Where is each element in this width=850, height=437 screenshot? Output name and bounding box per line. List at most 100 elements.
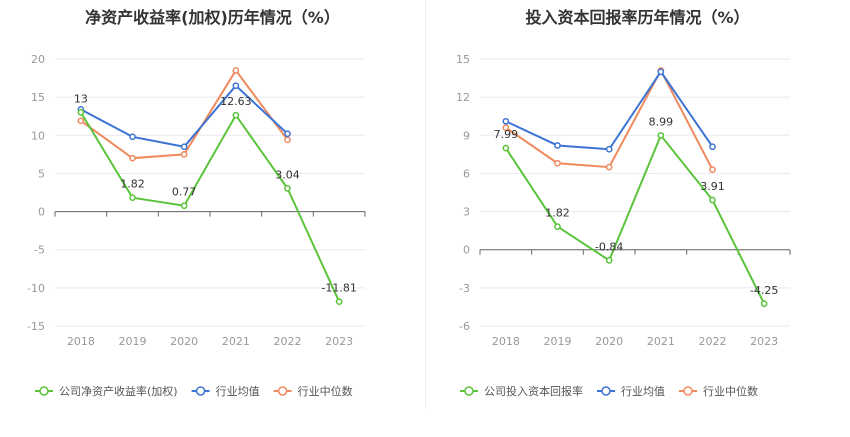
panel-divider bbox=[425, 0, 426, 410]
legend-label-industry-median: 行业中位数 bbox=[298, 384, 353, 398]
data-point-industry-avg[interactable] bbox=[232, 82, 240, 90]
legend-marker-industry-median bbox=[277, 386, 288, 396]
data-label: -4.25 bbox=[750, 284, 778, 297]
x-tick-label: 2019 bbox=[544, 335, 572, 348]
data-point-company[interactable] bbox=[129, 194, 136, 202]
series-industry-avg bbox=[502, 68, 716, 153]
data-point-industry-median[interactable] bbox=[129, 154, 136, 162]
data-point-company[interactable] bbox=[709, 196, 716, 204]
x-tick-label: 2018 bbox=[67, 335, 95, 348]
series-company bbox=[77, 109, 343, 306]
data-point-industry-avg[interactable] bbox=[554, 142, 561, 149]
data-point-company[interactable] bbox=[760, 300, 768, 308]
data-point-industry-avg[interactable] bbox=[180, 143, 188, 151]
y-tick-label: -3 bbox=[459, 282, 470, 295]
x-tick-label: 2018 bbox=[492, 335, 520, 348]
series-line-industry-avg bbox=[80, 84, 289, 148]
y-tick-label: 6 bbox=[463, 167, 470, 180]
data-point-industry-median[interactable] bbox=[180, 151, 188, 158]
data-point-company[interactable] bbox=[605, 257, 613, 264]
data-label: 12.63 bbox=[220, 95, 252, 108]
data-label: 8.99 bbox=[649, 115, 674, 128]
legend-marker-industry-median bbox=[683, 386, 693, 396]
legend-label-company: 公司净资产收益率(加权) bbox=[59, 384, 178, 398]
data-label: 3.04 bbox=[275, 168, 300, 181]
data-point-company[interactable] bbox=[77, 109, 85, 116]
legend-marker-industry-avg bbox=[601, 386, 611, 396]
roic-chart-title: 投入资本回报率历年情况（%） bbox=[525, 8, 750, 27]
y-tick-label: 3 bbox=[463, 206, 470, 219]
y-tick-label: 15 bbox=[456, 53, 470, 66]
data-label: -0.84 bbox=[595, 240, 623, 253]
legend-marker-company bbox=[464, 386, 474, 396]
legend-label-industry-median: 行业中位数 bbox=[703, 384, 758, 398]
data-point-company[interactable] bbox=[232, 111, 240, 119]
data-label: 1.82 bbox=[120, 178, 145, 191]
y-tick-label: 10 bbox=[31, 129, 45, 142]
legend-label-company: 公司投入资本回报率 bbox=[484, 384, 583, 398]
data-point-company[interactable] bbox=[180, 202, 188, 210]
data-point-company[interactable] bbox=[284, 185, 291, 192]
data-point-industry-median[interactable] bbox=[709, 166, 716, 173]
data-point-industry-median[interactable] bbox=[502, 124, 510, 132]
series-industry-median bbox=[77, 67, 291, 162]
legend-item-company[interactable]: 公司投入资本回报率 bbox=[460, 384, 583, 398]
data-point-industry-median[interactable] bbox=[77, 117, 85, 125]
data-label: 13 bbox=[74, 92, 88, 105]
roic-chart-svg: 15 12 9 6 3 0 -3 -6 2018 2019 2020 2021 2022 2023 7.99… bbox=[456, 53, 791, 398]
legend-item-company[interactable]: 公司净资产收益率(加权) bbox=[35, 384, 178, 398]
series-industry-avg bbox=[77, 82, 291, 151]
data-point-industry-median[interactable] bbox=[284, 136, 291, 144]
legend-item-industry-avg[interactable]: 行业均值 bbox=[191, 385, 260, 398]
legend-item-industry-avg[interactable]: 行业均值 bbox=[597, 385, 665, 398]
data-point-industry-median[interactable] bbox=[232, 67, 240, 74]
data-point-industry-avg[interactable] bbox=[605, 145, 613, 153]
data-point-industry-median[interactable] bbox=[605, 163, 613, 171]
data-point-company[interactable] bbox=[335, 298, 343, 306]
data-label: 7.99 bbox=[494, 128, 518, 141]
x-tick-label: 2023 bbox=[325, 335, 353, 348]
y-tick-label: -10 bbox=[27, 282, 45, 295]
data-label: 3.91 bbox=[700, 180, 725, 193]
x-tick-label: 2020 bbox=[170, 335, 198, 348]
x-tick-label: 2019 bbox=[119, 335, 147, 348]
data-point-industry-avg[interactable] bbox=[129, 133, 136, 141]
x-tick-label: 2022 bbox=[699, 335, 727, 348]
y-tick-label: -5 bbox=[34, 244, 45, 257]
legend-label-industry-avg: 行业均值 bbox=[216, 385, 260, 398]
data-point-industry-avg[interactable] bbox=[284, 130, 291, 138]
roic-chart-panel: 投入资本回报率历年情况（%） 15 12 9 6 3 0 -3 -6 2018 2019 2020 2… bbox=[425, 0, 850, 437]
y-tick-label: 5 bbox=[38, 167, 45, 180]
legend-marker-industry-avg bbox=[195, 386, 206, 396]
series-line-industry-median bbox=[505, 68, 714, 171]
legend-item-industry-median[interactable]: 行业中位数 bbox=[679, 384, 758, 398]
legend-marker-company bbox=[39, 386, 49, 396]
data-label: -11.81 bbox=[321, 282, 356, 295]
y-tick-label: 0 bbox=[38, 206, 45, 219]
data-point-industry-median[interactable] bbox=[554, 159, 561, 167]
data-label: 0.77 bbox=[172, 186, 197, 199]
x-tick-label: 2022 bbox=[274, 335, 302, 348]
data-point-industry-avg[interactable] bbox=[657, 68, 665, 76]
y-tick-label: 20 bbox=[31, 53, 45, 66]
y-tick-label: 12 bbox=[456, 91, 470, 104]
x-tick-label: 2023 bbox=[750, 335, 778, 348]
roe-chart-panel: 净资产收益率(加权)历年情况（%） 20 15 10 5 0 -5 -10 -15 2018 20… bbox=[27, 8, 366, 398]
data-point-company[interactable] bbox=[502, 144, 510, 152]
series-company bbox=[502, 132, 768, 308]
data-point-company[interactable] bbox=[554, 223, 561, 230]
x-tick-label: 2021 bbox=[647, 335, 675, 348]
legend-item-industry-median[interactable]: 行业中位数 bbox=[273, 384, 353, 398]
y-tick-label: -15 bbox=[27, 320, 45, 333]
x-tick-label: 2021 bbox=[222, 335, 250, 348]
data-point-industry-avg[interactable] bbox=[709, 143, 716, 151]
legend-label-industry-avg: 行业均值 bbox=[621, 385, 665, 398]
data-label: 1.82 bbox=[545, 207, 570, 220]
data-point-company[interactable] bbox=[657, 132, 665, 139]
series-line-company bbox=[504, 133, 766, 305]
data-point-industry-avg[interactable] bbox=[502, 117, 510, 125]
y-tick-label: 15 bbox=[31, 91, 45, 104]
roe-chart-title: 净资产收益率(加权)历年情况（%） bbox=[85, 8, 340, 27]
x-tick-label: 2020 bbox=[595, 335, 623, 348]
y-tick-label: 9 bbox=[463, 129, 470, 142]
